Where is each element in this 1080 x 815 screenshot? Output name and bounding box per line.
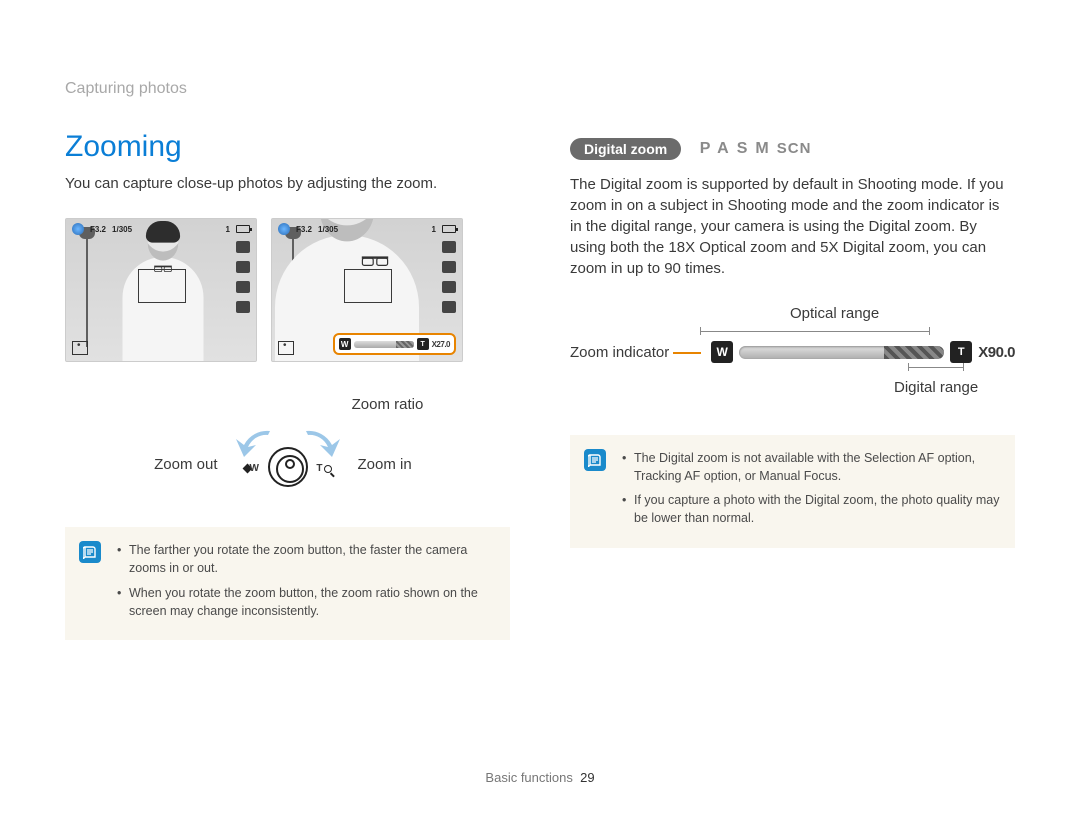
shutter-value: 1/305 xyxy=(318,225,338,234)
zoom-ratio-callout: W T X27.0 xyxy=(333,333,456,355)
note-item: The Digital zoom is not available with t… xyxy=(622,449,1001,485)
note-icon xyxy=(584,449,606,471)
note-box-right: The Digital zoom is not available with t… xyxy=(570,435,1015,548)
digital-range-bracket xyxy=(908,367,964,368)
focus-box-icon xyxy=(138,269,186,303)
mode-icon xyxy=(278,223,290,235)
mode-a: A xyxy=(717,140,737,157)
zoom-dial-icon xyxy=(268,447,308,487)
zi-t-icon: T xyxy=(950,341,972,363)
page: Capturing photos Zooming You can capture… xyxy=(0,0,1080,640)
osd-metering-icon xyxy=(278,341,294,355)
zoom-in-label: Zoom in xyxy=(358,456,438,473)
zoom-out-label: Zoom out xyxy=(138,456,218,473)
right-column: Digital zoom PASMSCN The Digital zoom is… xyxy=(570,80,1015,640)
zi-t-value: X90.0 xyxy=(978,344,1015,361)
footer-page-number: 29 xyxy=(580,770,594,785)
note-item: The farther you rotate the zoom button, … xyxy=(117,541,496,577)
digital-zoom-paragraph: The Digital zoom is supported by default… xyxy=(570,174,1015,279)
shot-count: 1 xyxy=(432,225,436,234)
mode-p: P xyxy=(700,140,717,157)
osd-right-icons xyxy=(442,241,456,313)
note-icon xyxy=(79,541,101,563)
zoombar-value: X27.0 xyxy=(432,340,450,349)
page-title: Zooming xyxy=(65,130,510,164)
lcd-preview-wide: F3.2 1/305 1 xyxy=(65,218,257,362)
focus-box-icon xyxy=(344,269,392,303)
note-box-left: The farther you rotate the zoom button, … xyxy=(65,527,510,640)
callout-line xyxy=(673,352,701,354)
aperture-value: F3.2 xyxy=(90,225,106,234)
mode-icon xyxy=(72,223,84,235)
zoom-indicator-label: Zoom indicator xyxy=(570,344,705,361)
osd-top: F3.2 1/305 1 xyxy=(72,223,250,235)
page-footer: Basic functions 29 xyxy=(0,770,1080,785)
battery-icon xyxy=(442,225,456,233)
zoombar-w-icon: W xyxy=(339,338,351,350)
zi-w-icon: W xyxy=(711,341,733,363)
digital-zoom-pill: Digital zoom xyxy=(570,138,681,160)
note-item: When you rotate the zoom button, the zoo… xyxy=(117,584,496,620)
shot-count: 1 xyxy=(226,225,230,234)
osd-top: F3.2 1/305 1 xyxy=(278,223,456,235)
zoombar-track xyxy=(354,341,414,348)
note-item: If you capture a photo with the Digital … xyxy=(622,491,1001,527)
mode-list: PASMSCN xyxy=(700,140,812,158)
zoom-indicator-diagram: Optical range Zoom indicator W T X90.0 D… xyxy=(570,305,1015,415)
shutter-value: 1/305 xyxy=(112,225,132,234)
magnifier-icon xyxy=(324,465,332,473)
section-header: Digital zoom PASMSCN xyxy=(570,138,1015,160)
zi-track xyxy=(739,346,944,359)
footer-section: Basic functions xyxy=(485,770,572,785)
intro-text: You can capture close-up photos by adjus… xyxy=(65,174,510,194)
dial-t-label: T xyxy=(316,463,331,474)
mode-s: S xyxy=(737,140,756,157)
optical-range-label: Optical range xyxy=(790,305,879,322)
dial-w-label: W xyxy=(250,463,259,474)
mode-scn: SCN xyxy=(777,140,812,157)
osd-right-icons xyxy=(236,241,250,313)
breadcrumb: Capturing photos xyxy=(65,80,510,98)
mode-m: M xyxy=(755,140,776,157)
zoom-dial-diagram: Zoom out W T Zoom in xyxy=(65,429,510,499)
zoombar-t-icon: T xyxy=(417,338,429,350)
aperture-value: F3.2 xyxy=(296,225,312,234)
lcd-screenshots: F3.2 1/305 1 F3.2 1/305 xyxy=(65,218,510,362)
battery-icon xyxy=(236,225,250,233)
lcd-preview-zoomed: F3.2 1/305 1 W T X27.0 xyxy=(271,218,463,362)
osd-metering-icon xyxy=(72,341,88,355)
zi-digital-segment xyxy=(884,346,944,359)
left-column: Capturing photos Zooming You can capture… xyxy=(65,80,510,640)
zoom-ratio-label: Zoom ratio xyxy=(265,396,510,413)
optical-range-bracket xyxy=(700,331,930,332)
digital-range-label: Digital range xyxy=(894,379,978,396)
